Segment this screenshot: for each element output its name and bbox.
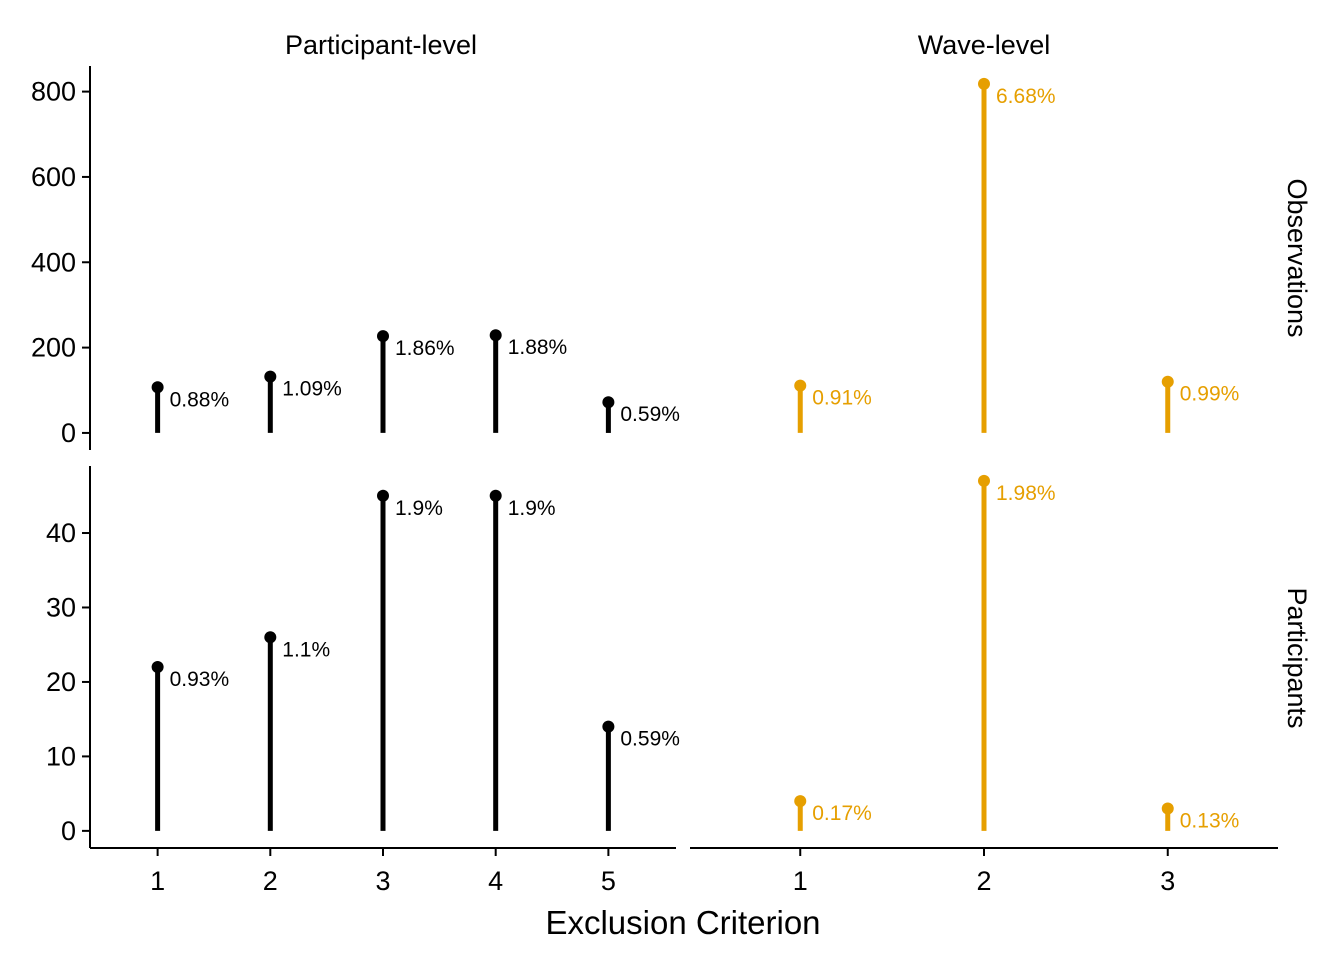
lollipop-point-3-2 <box>1161 802 1174 815</box>
data-label-0-0: 0.88% <box>170 388 230 411</box>
x-axes: 1 2 3 4 5 1 2 3 <box>90 847 1278 896</box>
x-tick-label-1-1: 2 <box>976 866 991 896</box>
data-label-2-4: 0.59% <box>620 728 680 751</box>
y-tick-label-1-0: 0 <box>61 816 76 846</box>
lollipop-point-2-1 <box>264 631 277 644</box>
facet-panels: 0.88% 1.09% 1.86% 1.88% 0.59% 0.91% 6.68% 0.99%… <box>151 77 1240 833</box>
lollipop-point-0-3 <box>489 329 502 342</box>
lollipop-point-2-4 <box>602 720 615 733</box>
y-tick-label-0-0: 0 <box>61 418 76 448</box>
data-label-2-3: 1.9% <box>508 497 556 520</box>
x-tick-label-0-1: 2 <box>263 866 278 896</box>
row-strips: Observations Participants <box>1282 178 1312 728</box>
panel-0-0: 0.88% 1.09% 1.86% 1.88% 0.59% <box>151 329 680 433</box>
column-strip-participant-level: Participant-level <box>285 30 477 60</box>
y-tick-label-1-3: 30 <box>46 592 76 622</box>
lollipop-point-1-0 <box>794 379 807 392</box>
y-tick-label-1-4: 40 <box>46 518 76 548</box>
y-tick-label-0-4: 800 <box>31 77 76 107</box>
lollipop-point-1-1 <box>978 77 990 90</box>
y-tick-label-0-1: 200 <box>31 333 76 363</box>
y-tick-label-0-3: 600 <box>31 162 76 192</box>
y-tick-label-1-1: 10 <box>46 741 76 771</box>
data-label-3-0: 0.17% <box>812 802 872 825</box>
panel-1-0: 0.93% 1.1% 1.9% 1.9% 0.59% <box>151 489 680 831</box>
column-strip-wave-level: Wave-level <box>918 30 1051 60</box>
data-label-1-0: 0.91% <box>812 387 872 410</box>
data-label-2-0: 0.93% <box>170 668 230 691</box>
row-strip-observations: Observations <box>1282 178 1312 337</box>
panel-0-1: 0.91% 6.68% 0.99% <box>794 77 1240 433</box>
lollipop-point-2-2 <box>377 489 389 502</box>
x-tick-label-1-0: 1 <box>793 866 808 896</box>
lollipop-point-0-1 <box>264 370 277 383</box>
x-tick-label-0-4: 5 <box>601 866 616 896</box>
lollipop-point-0-2 <box>377 330 389 343</box>
lollipop-point-2-3 <box>489 489 502 502</box>
data-label-3-2: 0.13% <box>1180 810 1240 833</box>
panel-1-1: 0.17% 1.98% 0.13% <box>794 474 1240 833</box>
data-label-3-1: 1.98% <box>996 482 1056 505</box>
row-strip-participants: Participants <box>1282 587 1312 728</box>
lollipop-point-3-1 <box>978 474 990 487</box>
lollipop-point-1-2 <box>1161 375 1174 388</box>
x-tick-label-0-2: 3 <box>375 866 390 896</box>
data-label-0-4: 0.59% <box>620 403 680 426</box>
y-tick-label-1-2: 20 <box>46 667 76 697</box>
data-label-0-1: 1.09% <box>282 378 342 401</box>
y-axes: 0 200 400 600 800 0 10 20 30 40 <box>31 66 91 848</box>
data-label-0-3: 1.88% <box>508 336 568 359</box>
data-label-1-2: 0.99% <box>1180 383 1240 406</box>
data-label-2-1: 1.1% <box>282 638 330 661</box>
column-strips: Participant-level Wave-level <box>285 30 1050 60</box>
data-label-2-2: 1.9% <box>395 497 443 520</box>
x-tick-label-0-0: 1 <box>150 866 165 896</box>
lollipop-point-3-0 <box>794 795 807 808</box>
x-axis-title: Exclusion Criterion <box>545 904 820 941</box>
x-tick-label-1-2: 3 <box>1160 866 1175 896</box>
data-label-1-1: 6.68% <box>996 85 1056 108</box>
lollipop-point-0-4 <box>602 396 615 409</box>
y-tick-label-0-2: 400 <box>31 247 76 277</box>
data-label-0-2: 1.86% <box>395 337 455 360</box>
lollipop-point-0-0 <box>151 381 164 394</box>
x-tick-label-0-3: 4 <box>488 866 503 896</box>
lollipop-point-2-0 <box>151 661 164 674</box>
